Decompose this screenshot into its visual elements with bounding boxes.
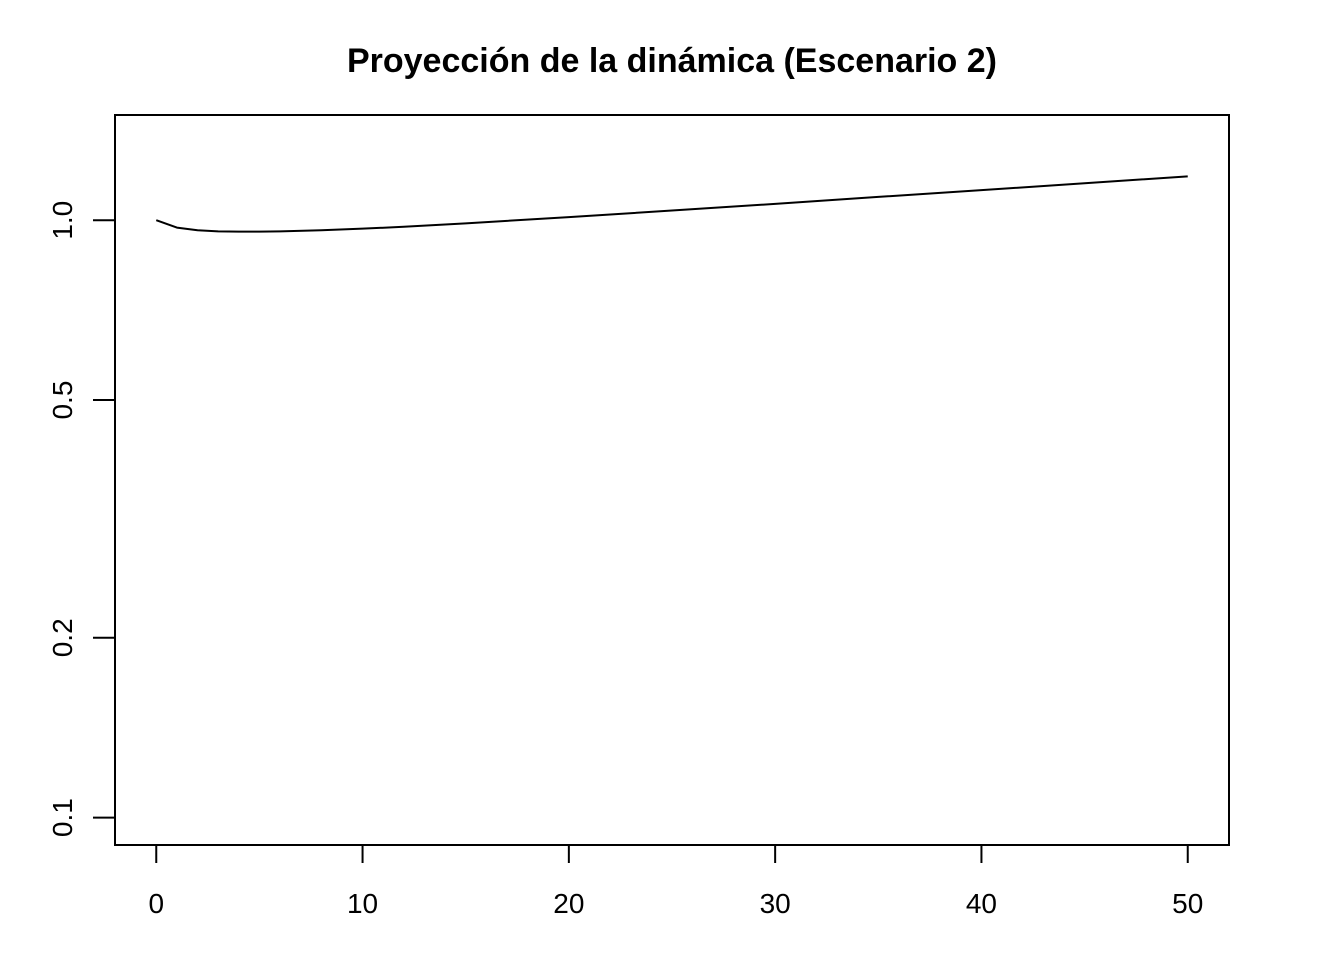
plot-frame — [114, 114, 1230, 846]
x-tick-label: 40 — [966, 888, 997, 919]
y-tick-label: 0.5 — [47, 381, 78, 420]
x-axis: 0 10 20 30 40 50 — [148, 844, 1203, 919]
y-tick-label: 0.2 — [47, 618, 78, 657]
chart-title: Proyección de la dinámica (Escenario 2) — [347, 42, 997, 80]
series-line — [155, 175, 1188, 233]
y-tick-label: 1.0 — [47, 201, 78, 240]
x-tick-label: 30 — [760, 888, 791, 919]
x-tick-label: 50 — [1172, 888, 1203, 919]
x-tick-label: 10 — [347, 888, 378, 919]
y-tick-label: 0.1 — [47, 798, 78, 837]
x-tick-label: 0 — [148, 888, 164, 919]
series-layer — [155, 175, 1188, 233]
x-tick-label: 20 — [553, 888, 584, 919]
y-axis: 0.1 0.2 0.5 1.0 — [47, 201, 116, 837]
